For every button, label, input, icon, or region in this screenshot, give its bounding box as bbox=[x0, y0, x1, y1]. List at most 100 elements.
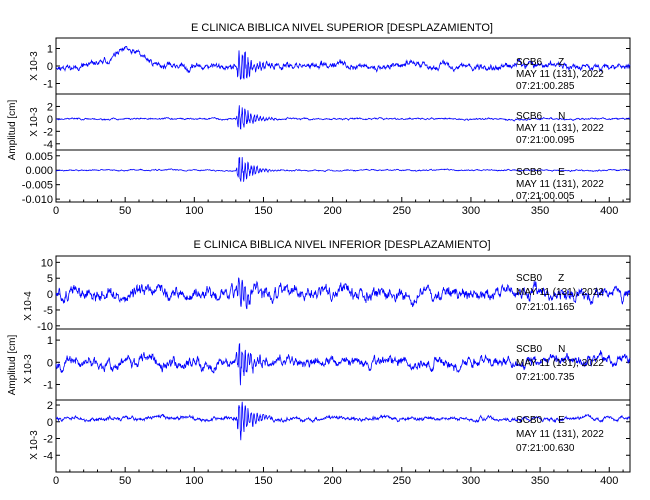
y-tick-label: 1 bbox=[47, 335, 53, 347]
x-tick-label: 300 bbox=[462, 475, 480, 487]
figure-upper-title: E CLINICA BIBLICA NIVEL SUPERIOR [DESPLA… bbox=[191, 22, 493, 34]
component-code: E bbox=[558, 415, 565, 426]
station-label: SCB6 N bbox=[516, 111, 565, 122]
record-time: 07:21:00.735 bbox=[516, 372, 575, 383]
x-tick-label: 350 bbox=[531, 205, 549, 217]
station-label: SCB6 Z bbox=[516, 57, 564, 68]
x-axis-ticks: 0 50 100 150 200 250 300 350 400 bbox=[53, 197, 624, 217]
waveform-trace bbox=[55, 46, 631, 80]
y-tick-label: 0.000 bbox=[25, 165, 53, 177]
y-tick-label: -2 bbox=[43, 126, 53, 138]
x-tick-label: 100 bbox=[185, 475, 203, 487]
panel-scale-label: X 10-3 bbox=[29, 107, 40, 137]
y-tick-label: 2 bbox=[47, 400, 53, 412]
panel-scale-label: X 10-4 bbox=[23, 291, 34, 321]
record-date: MAY 11 (131), 2022 bbox=[516, 69, 604, 80]
record-date: MAY 11 (131), 2022 bbox=[516, 429, 604, 440]
x-tick-label: 150 bbox=[254, 475, 272, 487]
record-time: 07:21:00.285 bbox=[516, 81, 575, 92]
y-tick-label: 2 bbox=[47, 101, 53, 113]
panel-upper-z: X 10-3 1 0 -1 SCB6 Z MAY 11 (131), 2022 07:… bbox=[29, 37, 631, 95]
y-ticks: 0.005 0.000 -0.005 -0.010 bbox=[22, 151, 630, 206]
y-tick-label: 1 bbox=[47, 44, 53, 56]
record-time: 07:21:01.165 bbox=[516, 302, 575, 313]
panel-lower-e: X 10-3 2 0 -2 -4 SCB0 E MAY 11 (131), 2022 0… bbox=[29, 399, 631, 473]
waveform-trace bbox=[55, 277, 631, 310]
component-code: Z bbox=[558, 57, 564, 68]
figure-lower: E CLINICA BIBLICA NIVEL INFERIOR [DESPLA… bbox=[7, 239, 631, 487]
station-label: SCB6 E bbox=[516, 167, 565, 178]
x-tick-label: 50 bbox=[119, 475, 131, 487]
station-code: SCB0 bbox=[516, 415, 543, 426]
station-label: SCB0 N bbox=[516, 344, 565, 355]
station-code: SCB0 bbox=[516, 273, 543, 284]
station-code: SCB6 bbox=[516, 57, 543, 68]
waveform-trace bbox=[55, 401, 631, 441]
component-code: E bbox=[558, 167, 565, 178]
y-tick-label: -1 bbox=[43, 79, 53, 91]
panel-frame bbox=[55, 149, 631, 203]
record-date: MAY 11 (131), 2022 bbox=[516, 179, 604, 190]
y-tick-label: 0 bbox=[47, 357, 53, 369]
y-tick-label: -0.010 bbox=[22, 194, 53, 206]
y-tick-label: -4 bbox=[43, 450, 53, 462]
panel-scale-label: X 10-3 bbox=[23, 354, 34, 384]
y-tick-label: -2 bbox=[43, 434, 53, 446]
station-code: SCB0 bbox=[516, 344, 543, 355]
y-tick-label: -1 bbox=[43, 379, 53, 391]
panel-lower-n: X 10-3 1 0 -1 SCB0 N MAY 11 (131), 2022 07:… bbox=[23, 328, 631, 401]
waveform-trace bbox=[55, 343, 631, 386]
y-tick-label: 0 bbox=[47, 289, 53, 301]
station-code: SCB6 bbox=[516, 111, 543, 122]
y-tick-label: 0 bbox=[47, 61, 53, 73]
x-tick-label: 200 bbox=[323, 475, 341, 487]
y-ticks: 10 5 0 -5 -10 bbox=[37, 257, 630, 333]
y-tick-label: 0 bbox=[47, 114, 53, 126]
x-tick-label: 250 bbox=[393, 205, 411, 217]
y-tick-label: -0.005 bbox=[22, 180, 53, 192]
y-tick-label: 0.005 bbox=[25, 151, 53, 163]
x-tick-label: 150 bbox=[254, 205, 272, 217]
x-tick-label: 300 bbox=[462, 205, 480, 217]
panel-upper-e: 0.005 0.000 -0.005 -0.010 SCB6 E MAY 11 (131… bbox=[22, 149, 631, 206]
y-ticks: 1 0 -1 bbox=[43, 335, 630, 391]
figure-upper: E CLINICA BIBLICA NIVEL SUPERIOR [DESPLA… bbox=[7, 22, 631, 217]
station-code: SCB6 bbox=[516, 167, 543, 178]
component-code: N bbox=[558, 344, 565, 355]
station-label: SCB0 Z bbox=[516, 273, 564, 284]
x-tick-label: 350 bbox=[531, 475, 549, 487]
x-tick-label: 200 bbox=[323, 205, 341, 217]
panel-frame bbox=[55, 399, 631, 473]
record-date: MAY 11 (131), 2022 bbox=[516, 358, 604, 369]
figure-lower-title: E CLINICA BIBLICA NIVEL INFERIOR [DESPLA… bbox=[193, 239, 490, 251]
panel-upper-n: X 10-3 20-2-4 SCB6 N MAY 11 (131), 2022 0… bbox=[29, 93, 631, 151]
x-tick-label: 250 bbox=[393, 475, 411, 487]
y-ticks: 2 0 -2 -4 bbox=[43, 400, 630, 462]
y-tick-label: -4 bbox=[43, 139, 53, 151]
record-time: 07:21:00.095 bbox=[516, 135, 575, 146]
panel-scale-label: X 10-3 bbox=[29, 51, 40, 81]
y-tick-label: 0 bbox=[47, 417, 53, 429]
panel-lower-z: X 10-4 10 5 0 -5 -10 SCB0 Z MAY 11 (131), 202… bbox=[23, 255, 631, 333]
figure-upper-ylabel: Amplitud [cm] bbox=[7, 99, 18, 160]
record-time: 07:21:00.630 bbox=[516, 443, 575, 454]
y-tick-label: -10 bbox=[37, 321, 53, 333]
x-tick-label: 400 bbox=[600, 205, 618, 217]
waveform-trace bbox=[55, 157, 630, 182]
waveform-trace bbox=[55, 105, 631, 130]
figure-lower-ylabel: Amplitud [cm] bbox=[7, 334, 18, 395]
x-tick-label: 0 bbox=[53, 475, 59, 487]
y-tick-label: 10 bbox=[41, 257, 53, 269]
record-date: MAY 11 (131), 2022 bbox=[516, 287, 604, 298]
record-time: 07:21:00.005 bbox=[516, 191, 575, 202]
x-tick-label: 0 bbox=[53, 205, 59, 217]
x-tick-label: 400 bbox=[600, 475, 618, 487]
y-tick-label: -5 bbox=[43, 305, 53, 317]
record-date: MAY 11 (131), 2022 bbox=[516, 123, 604, 134]
panel-scale-label: X 10-3 bbox=[29, 430, 40, 460]
y-tick-label: 5 bbox=[47, 273, 53, 285]
x-axis-ticks: 0 50 100 150 200 250 300 350 400 bbox=[53, 467, 624, 487]
station-label: SCB0 E bbox=[516, 415, 565, 426]
component-code: Z bbox=[558, 273, 564, 284]
